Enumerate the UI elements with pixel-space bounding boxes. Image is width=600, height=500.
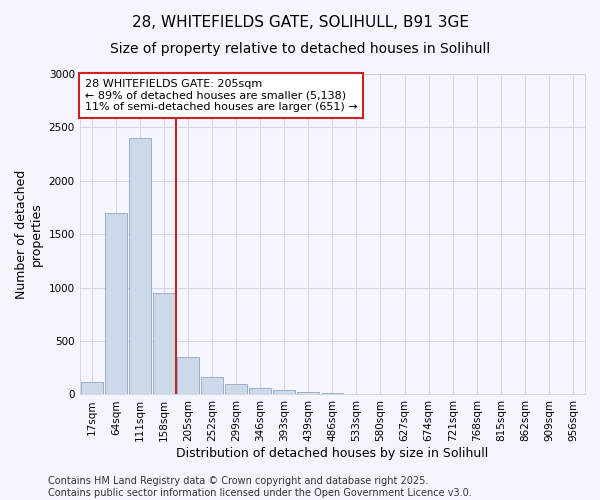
Bar: [201, 378, 223, 394]
Bar: [153, 293, 175, 394]
Bar: [81, 382, 103, 394]
Text: Contains HM Land Registry data © Crown copyright and database right 2025.
Contai: Contains HM Land Registry data © Crown c…: [48, 476, 472, 498]
Y-axis label: Number of detached
properties: Number of detached properties: [15, 170, 43, 299]
X-axis label: Distribution of detached houses by size in Solihull: Distribution of detached houses by size …: [176, 447, 488, 460]
Bar: [298, 392, 319, 394]
Bar: [225, 384, 247, 394]
Bar: [274, 390, 295, 394]
Bar: [250, 388, 271, 394]
Bar: [105, 213, 127, 394]
Text: 28, WHITEFIELDS GATE, SOLIHULL, B91 3GE: 28, WHITEFIELDS GATE, SOLIHULL, B91 3GE: [131, 15, 469, 30]
Bar: [129, 138, 151, 394]
Bar: [322, 393, 343, 394]
Text: Size of property relative to detached houses in Solihull: Size of property relative to detached ho…: [110, 42, 490, 56]
Bar: [177, 357, 199, 395]
Text: 28 WHITEFIELDS GATE: 205sqm
← 89% of detached houses are smaller (5,138)
11% of : 28 WHITEFIELDS GATE: 205sqm ← 89% of det…: [85, 79, 358, 112]
